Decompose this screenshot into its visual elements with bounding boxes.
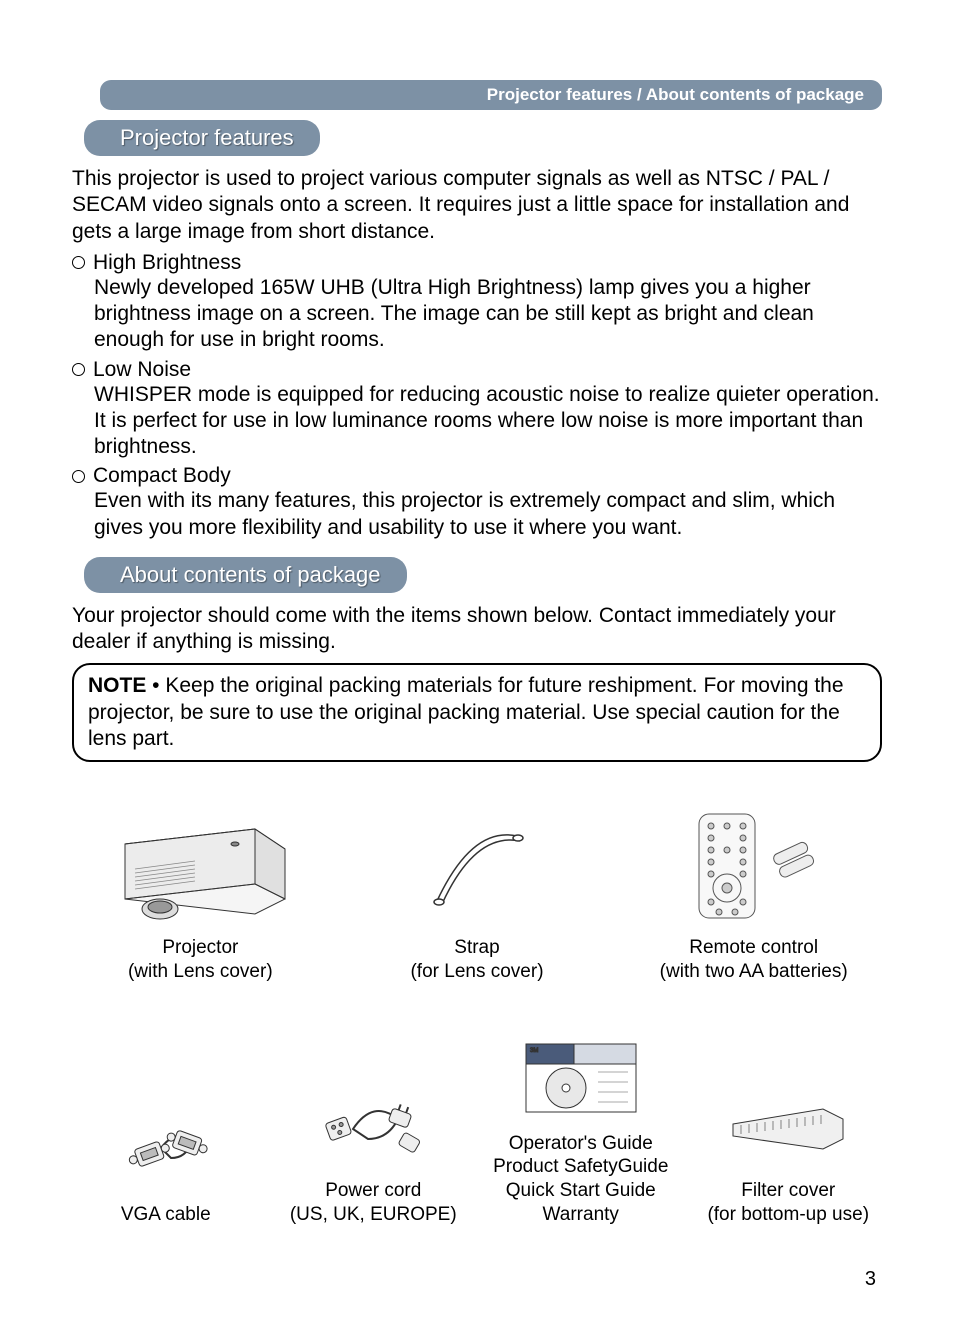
item-sublabel: (for Lens cover) (410, 960, 543, 984)
page-number: 3 (865, 1268, 876, 1291)
strap-icon (410, 806, 543, 926)
note-body: • Keep the original packing materials fo… (88, 674, 844, 750)
filter-icon (707, 1079, 869, 1169)
feature-body: Even with its many features, this projec… (72, 488, 882, 541)
package-item: 3M Operator's Guide Product SafetyGuide … (493, 1032, 668, 1227)
svg-text:3M: 3M (530, 1048, 538, 1054)
package-item: Power cord (US, UK, EUROPE) (290, 1079, 457, 1227)
feature-title: Low Noise (93, 358, 191, 382)
package-item: Projector (with Lens cover) (105, 806, 295, 984)
list-item: Compact Body Even with its many features… (72, 464, 882, 541)
item-label: Remote control (660, 936, 848, 960)
projector-icon (105, 806, 295, 926)
remote-icon (660, 806, 848, 926)
package-items-row-2: VGA cable (72, 1032, 882, 1227)
item-label: Power cord (290, 1179, 457, 1203)
package-item: Strap (for Lens cover) (410, 806, 543, 984)
bullet-icon (72, 470, 85, 483)
item-label: Operator's Guide Product SafetyGuide Qui… (493, 1132, 668, 1227)
feature-body: WHISPER mode is equipped for reducing ac… (72, 382, 882, 461)
note-box: NOTE • Keep the original packing materia… (72, 663, 882, 762)
page-header-banner: Projector features / About contents of p… (100, 80, 882, 110)
features-intro: This projector is used to project variou… (72, 166, 882, 245)
feature-list: High Brightness Newly developed 165W UHB… (72, 251, 882, 541)
note-label: NOTE (88, 674, 146, 697)
package-items-row-1: Projector (with Lens cover) Strap (for L… (72, 806, 882, 984)
item-label: Strap (410, 936, 543, 960)
package-item: Remote control (with two AA batteries) (660, 806, 848, 984)
package-item: VGA cable (116, 1103, 216, 1227)
bullet-icon (72, 363, 85, 376)
item-label: Filter cover (707, 1179, 869, 1203)
bullet-icon (72, 256, 85, 269)
list-item: Low Noise WHISPER mode is equipped for r… (72, 358, 882, 461)
item-sublabel: (for bottom-up use) (707, 1203, 869, 1227)
power-icon (290, 1079, 457, 1169)
cd-icon: 3M (493, 1032, 668, 1122)
item-sublabel: (US, UK, EUROPE) (290, 1203, 457, 1227)
list-item: High Brightness Newly developed 165W UHB… (72, 251, 882, 354)
vga-icon (116, 1103, 216, 1193)
item-sublabel: (with two AA batteries) (660, 960, 848, 984)
item-sublabel: (with Lens cover) (105, 960, 295, 984)
package-item: Filter cover (for bottom-up use) (707, 1079, 869, 1227)
item-label: Projector (105, 936, 295, 960)
package-intro: Your projector should come with the item… (72, 603, 882, 656)
feature-title: High Brightness (93, 251, 241, 275)
section-heading-features: Projector features (84, 120, 320, 156)
section-heading-package: About contents of package (84, 557, 407, 593)
feature-body: Newly developed 165W UHB (Ultra High Bri… (72, 275, 882, 354)
feature-title: Compact Body (93, 464, 231, 488)
item-label: VGA cable (116, 1203, 216, 1227)
